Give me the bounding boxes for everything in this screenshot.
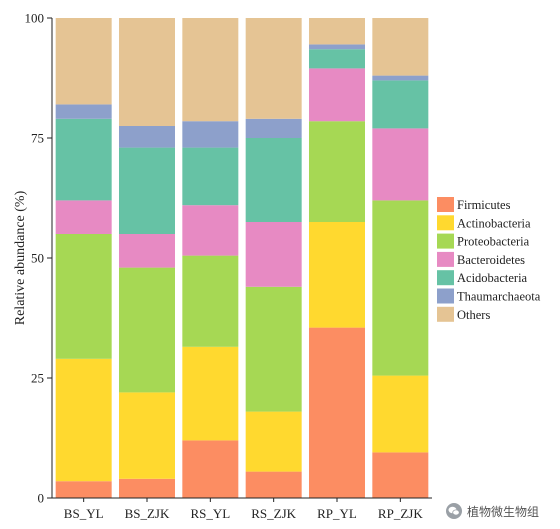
legend-label-proteobacteria: Proteobacteria xyxy=(457,235,530,249)
bar-rp-zjk-actinobacteria xyxy=(372,375,429,453)
legend-label-thaumarchaeota: Thaumarchaeota xyxy=(457,290,541,304)
legend-swatch-bacteroidetes xyxy=(437,251,454,267)
legend-swatch-others xyxy=(437,306,454,322)
bar-bs-zjk-firmicutes xyxy=(119,478,175,498)
watermark: 植物微生物组 xyxy=(446,503,539,519)
legend-label-acidobacteria: Acidobacteria xyxy=(457,271,528,285)
bar-rs-zjk-bacteroidetes xyxy=(245,222,302,287)
bar-bs-yl-others xyxy=(55,18,112,105)
bar-rp-zjk-acidobacteria xyxy=(372,80,429,129)
bar-rp-yl-bacteroidetes xyxy=(309,68,365,122)
bar-rs-zjk-others xyxy=(245,18,302,119)
bar-rs-zjk-acidobacteria xyxy=(245,138,302,222)
bar-rp-zjk-others xyxy=(372,18,429,76)
wechat-icon xyxy=(446,503,462,519)
bar-bs-yl-acidobacteria xyxy=(55,118,112,201)
bar-rp-zjk-thaumarchaeota xyxy=(372,75,429,81)
bar-rs-yl-firmicutes xyxy=(182,440,239,498)
bar-bs-zjk-others xyxy=(119,18,175,126)
bar-bs-zjk-bacteroidetes xyxy=(119,234,175,268)
bar-rp-yl-others xyxy=(309,18,365,45)
bar-rs-zjk-proteobacteria xyxy=(245,286,302,412)
bar-rs-yl-acidobacteria xyxy=(182,147,239,206)
bar-rp-zjk-firmicutes xyxy=(372,452,429,498)
legend-label-actinobacteria: Actinobacteria xyxy=(457,216,531,230)
legend-swatch-actinobacteria xyxy=(437,215,454,231)
bar-rs-yl-actinobacteria xyxy=(182,346,239,441)
y-axis-title: Relative abundance (%) xyxy=(13,190,28,325)
y-ticks-group: 0 25 50 75 100 xyxy=(25,11,52,506)
bar-rp-yl-firmicutes xyxy=(309,327,365,498)
legend-label-others: Others xyxy=(457,308,490,322)
x-tick-label: RS_ZJK xyxy=(251,506,296,521)
bar-bs-yl-actinobacteria xyxy=(55,358,112,482)
bar-rp-zjk-proteobacteria xyxy=(372,200,429,376)
bar-rp-yl-actinobacteria xyxy=(309,222,365,328)
legend-label-firmicutes: Firmicutes xyxy=(457,198,511,212)
bar-bs-zjk-actinobacteria xyxy=(119,392,175,479)
x-tick-label: BS_ZJK xyxy=(125,506,170,521)
bar-bs-zjk-acidobacteria xyxy=(119,147,175,234)
y-tick-label: 0 xyxy=(38,491,45,506)
bar-rp-yl-proteobacteria xyxy=(309,121,365,222)
x-ticks-group: BS_YL BS_ZJK RS_YL RS_ZJK RP_YL RP_ZJK xyxy=(64,498,423,521)
x-tick-label: RS_YL xyxy=(190,506,230,521)
legend-swatch-thaumarchaeota xyxy=(437,288,454,304)
bar-bs-yl-bacteroidetes xyxy=(55,200,112,234)
bar-rs-zjk-actinobacteria xyxy=(245,411,302,472)
x-tick-label: BS_YL xyxy=(64,506,104,521)
bar-bs-yl-thaumarchaeota xyxy=(55,104,112,119)
bar-rs-yl-others xyxy=(182,18,239,122)
y-tick-label: 100 xyxy=(25,11,45,26)
x-tick-label: RP_ZJK xyxy=(378,506,423,521)
y-tick-label: 25 xyxy=(31,371,44,386)
bar-bs-yl-firmicutes xyxy=(55,481,112,498)
bar-rs-zjk-firmicutes xyxy=(245,471,302,498)
bar-rs-zjk-thaumarchaeota xyxy=(245,118,302,138)
bar-bs-yl-proteobacteria xyxy=(55,234,112,359)
legend-swatch-firmicutes xyxy=(437,197,454,212)
bar-bs-zjk-proteobacteria xyxy=(119,267,175,393)
bar-rp-yl-thaumarchaeota xyxy=(309,44,365,50)
legend: Firmicutes Actinobacteria Proteobacteria Ba… xyxy=(437,197,541,322)
y-tick-label: 75 xyxy=(31,131,44,146)
watermark-text: 植物微生物组 xyxy=(467,504,539,519)
legend-label-bacteroidetes: Bacteroidetes xyxy=(457,253,525,267)
legend-swatch-acidobacteria xyxy=(437,270,454,286)
bar-rs-yl-thaumarchaeota xyxy=(182,121,239,148)
legend-swatch-proteobacteria xyxy=(437,233,454,249)
bar-rp-zjk-bacteroidetes xyxy=(372,128,429,201)
bar-rs-yl-bacteroidetes xyxy=(182,205,239,256)
bar-bs-zjk-thaumarchaeota xyxy=(119,126,175,148)
bar-rs-yl-proteobacteria xyxy=(182,255,239,347)
bar-rp-yl-acidobacteria xyxy=(309,49,365,69)
bars-group xyxy=(55,18,429,498)
y-tick-label: 50 xyxy=(31,251,44,266)
x-tick-label: RP_YL xyxy=(317,506,357,521)
